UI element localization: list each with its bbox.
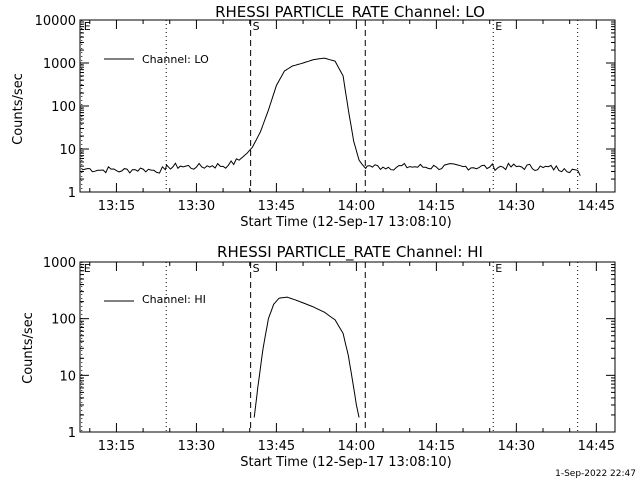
x-tick-label: 14:15 — [418, 439, 455, 454]
x-tick-label: 14:45 — [578, 199, 615, 214]
legend-label: Channel: HI — [142, 293, 206, 306]
y-tick-label: 1 — [68, 186, 76, 201]
chart-title: RHESSI PARTICLE_RATE Channel: HI — [217, 243, 483, 262]
x-tick-label: 13:30 — [178, 439, 215, 454]
y-tick-label: 1 — [68, 426, 76, 441]
series-line — [81, 57, 581, 176]
x-tick-label: 13:15 — [98, 199, 135, 214]
y-axis-label: Counts/sec — [21, 312, 36, 384]
y-tick-label: 100 — [51, 100, 76, 115]
marker-label: S — [253, 20, 260, 33]
y-tick-label: 10 — [59, 369, 76, 384]
y-tick-label: 1000 — [43, 57, 76, 72]
y-tick-label: 100 — [51, 313, 76, 328]
x-tick-label: 13:45 — [258, 439, 295, 454]
marker-label: E — [495, 20, 502, 33]
y-axis-label: Counts/sec — [11, 73, 26, 145]
marker-label: E — [84, 262, 91, 275]
y-tick-label: 10000 — [35, 14, 76, 29]
y-tick-label: 1000 — [43, 256, 76, 271]
x-tick-label: 14:30 — [498, 439, 535, 454]
legend-label: Channel: LO — [142, 53, 209, 66]
series-line — [253, 296, 360, 418]
chart-lo: RHESSI PARTICLE_RATE Channel: LO Start T… — [11, 3, 616, 230]
x-tick-label: 14:00 — [338, 439, 375, 454]
marker-label: S — [253, 262, 260, 275]
y-tick-label: 10 — [59, 143, 76, 158]
chart-hi: RHESSI PARTICLE_RATE Channel: HI Start T… — [21, 243, 616, 470]
chart-title: RHESSI PARTICLE_RATE Channel: LO — [215, 3, 485, 22]
x-tick-label: 13:15 — [98, 439, 135, 454]
plot-frame — [79, 261, 616, 433]
x-tick-label: 14:30 — [498, 199, 535, 214]
x-axis-label: Start Time (12-Sep-17 13:08:10) — [240, 215, 451, 230]
x-tick-label: 14:00 — [338, 199, 375, 214]
marker-label: E — [84, 20, 91, 33]
x-tick-label: 14:15 — [418, 199, 455, 214]
marker-label: E — [495, 262, 502, 275]
x-axis-label: Start Time (12-Sep-17 13:08:10) — [240, 455, 451, 470]
x-tick-label: 14:45 — [578, 439, 615, 454]
timestamp: 1-Sep-2022 22:47 — [555, 469, 636, 479]
x-tick-label: 13:30 — [178, 199, 215, 214]
x-tick-label: 13:45 — [258, 199, 295, 214]
